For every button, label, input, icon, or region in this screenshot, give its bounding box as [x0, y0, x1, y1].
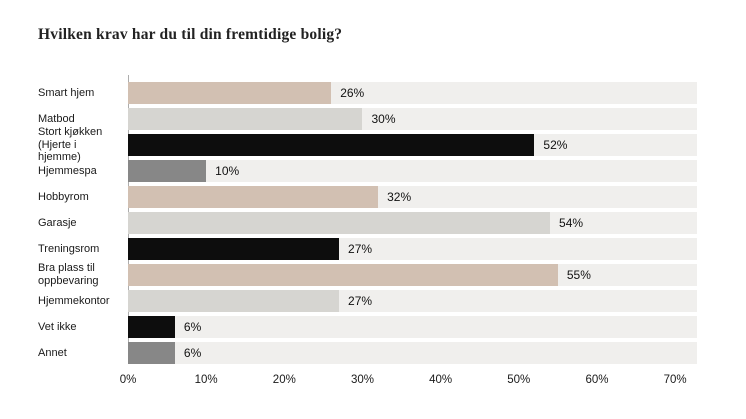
chart-row: Annet 6% — [38, 342, 697, 364]
bar-track: 32% — [128, 186, 697, 208]
chart-row: Hobbyrom 32% — [38, 186, 697, 208]
chart-rows: Smart hjem 26% Matbod 30% Stort kjøkken (Hje… — [38, 75, 697, 364]
bar — [128, 316, 175, 338]
bar — [128, 212, 551, 234]
category-label: Treningsrom — [38, 242, 100, 255]
category-label: Hobbyrom — [38, 190, 89, 203]
bar-track: 6% — [128, 342, 697, 364]
bar-track: 30% — [128, 108, 697, 130]
value-label: 55% — [566, 268, 591, 282]
value-label: 54% — [559, 216, 584, 230]
x-axis-tick-label: 50% — [507, 374, 531, 386]
x-axis-tick-label: 30% — [350, 374, 374, 386]
bar — [128, 160, 207, 182]
bar-track: 27% — [128, 238, 697, 260]
chart-row: Bra plass til oppbevaring 55% — [38, 262, 697, 287]
chart-row: Vet ikke 6% — [38, 316, 697, 338]
bar-track: 6% — [128, 316, 697, 338]
bar — [128, 342, 175, 364]
chart-row: Garasje 54% — [38, 212, 697, 234]
bar — [128, 238, 340, 260]
bar-track: 27% — [128, 290, 697, 312]
chart-row: Stort kjøkken (Hjerte i hjemme) 52% — [38, 126, 697, 163]
value-label: 52% — [543, 138, 568, 152]
category-label: Stort kjøkken (Hjerte i hjemme) — [38, 125, 103, 164]
x-axis: 0% 10% 20% 30% 40% 50% 60% 70% — [120, 374, 697, 390]
bar-track: 26% — [128, 82, 697, 104]
value-label: 10% — [215, 164, 240, 178]
bar — [128, 108, 363, 130]
bar-track: 52% — [128, 134, 697, 156]
value-label: 6% — [183, 346, 202, 360]
value-label: 30% — [371, 112, 396, 126]
category-label: Matbod — [38, 112, 75, 125]
chart-row: Smart hjem 26% — [38, 82, 697, 104]
chart-title: Hvilken krav har du til din fremtidige b… — [38, 26, 343, 43]
category-label: Garasje — [38, 216, 77, 229]
x-axis-tick-label: 40% — [429, 374, 453, 386]
category-label: Annet — [38, 346, 67, 359]
value-label: 32% — [387, 190, 412, 204]
chart-row: Treningsrom 27% — [38, 238, 697, 260]
value-label: 6% — [183, 320, 202, 334]
bar — [128, 134, 535, 156]
bar-track: 10% — [128, 160, 697, 182]
bar — [128, 264, 558, 286]
x-axis-tick-label: 0% — [119, 374, 137, 386]
bar-track: 55% — [128, 264, 697, 286]
value-label: 26% — [340, 86, 365, 100]
bar — [128, 290, 340, 312]
bar — [128, 82, 332, 104]
bar — [128, 186, 379, 208]
category-label: Smart hjem — [38, 86, 95, 99]
x-axis-tick-label: 20% — [272, 374, 296, 386]
category-label: Hjemmespa — [38, 164, 97, 177]
x-axis-tick-label: 70% — [663, 374, 687, 386]
value-label: 27% — [348, 242, 373, 256]
value-label: 27% — [348, 294, 373, 308]
category-label: Bra plass til oppbevaring — [38, 262, 99, 287]
category-label: Hjemmekontor — [38, 294, 110, 307]
chart-row: Hjemmespa 10% — [38, 160, 697, 182]
x-axis-tick-label: 10% — [194, 374, 218, 386]
category-label: Vet ikke — [38, 320, 77, 333]
chart-row: Matbod 30% — [38, 108, 697, 130]
x-axis-tick-label: 60% — [585, 374, 609, 386]
bar-track: 54% — [128, 212, 697, 234]
bar-chart: Smart hjem 26% Matbod 30% Stort kjøkken (Hje… — [38, 75, 697, 390]
chart-row: Hjemmekontor 27% — [38, 290, 697, 312]
